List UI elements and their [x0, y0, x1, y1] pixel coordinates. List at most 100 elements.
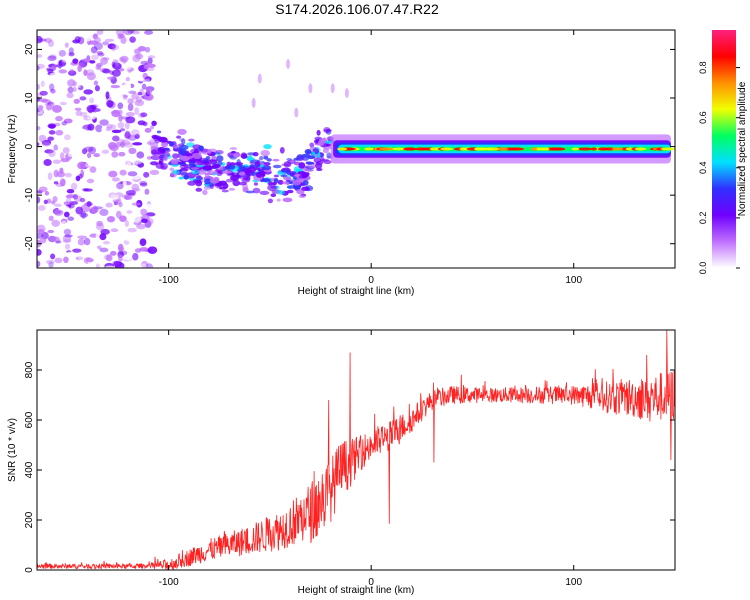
transition-blob	[292, 179, 302, 186]
noise-blob	[105, 254, 113, 262]
figure-title: S174.2026.106.07.47.R22	[275, 1, 439, 17]
noise-blob	[144, 46, 151, 53]
speckle-blob	[614, 125, 622, 129]
transition-blob	[283, 176, 292, 181]
transition-blob	[207, 148, 212, 154]
noise-blob	[47, 172, 53, 180]
transition-blob	[247, 152, 256, 156]
colorbar-tick-label: 0.8	[698, 61, 708, 74]
transition-blob	[197, 169, 207, 175]
transition-blob	[221, 189, 229, 193]
noise-blob	[108, 142, 117, 150]
carrier-hotspot	[363, 147, 374, 151]
noise-blob	[104, 38, 115, 42]
noise-blob	[102, 41, 110, 46]
noise-blob	[131, 174, 141, 180]
noise-blob	[79, 197, 86, 203]
speckle-blob	[478, 121, 487, 126]
transition-blob	[273, 178, 279, 184]
spectrogram-data	[37, 30, 675, 268]
transition-blob	[307, 155, 316, 160]
noise-blob	[111, 177, 120, 182]
noise-blob	[37, 111, 44, 115]
transition-blob	[325, 143, 332, 147]
noise-blob	[78, 136, 89, 140]
noise-blob	[131, 92, 139, 100]
noise-blob	[55, 115, 63, 122]
noise-blob	[119, 250, 128, 256]
transition-blob	[253, 182, 259, 186]
noise-blob	[39, 237, 47, 244]
noise-blob	[46, 198, 52, 204]
noise-blob	[141, 83, 147, 90]
snr-series-line	[37, 330, 675, 570]
noise-blob	[43, 199, 48, 205]
noise-blob	[63, 211, 70, 218]
transition-blob	[192, 152, 202, 160]
noise-blob	[111, 69, 121, 77]
noise-blob	[63, 118, 73, 124]
noise-blob	[97, 137, 108, 145]
colorbar-tick-label: 0.0	[698, 262, 708, 275]
y-tick-label: 20	[24, 43, 35, 55]
noise-blob	[122, 82, 132, 90]
noise-blob	[97, 245, 102, 250]
noise-blob	[99, 233, 107, 241]
transition-blob	[179, 155, 190, 162]
speckle-blob	[639, 121, 647, 125]
noise-blob	[73, 98, 80, 104]
noise-blob	[48, 130, 56, 135]
noise-blob	[109, 250, 117, 256]
noise-blob	[145, 203, 153, 210]
y-tick-label: -10	[24, 187, 35, 202]
noise-blob	[37, 205, 46, 211]
noise-blob	[82, 188, 89, 192]
noise-blob	[53, 144, 58, 152]
transition-blob	[260, 149, 270, 157]
noise-blob	[87, 123, 95, 131]
noise-blob	[123, 142, 134, 148]
transition-blob	[179, 172, 188, 176]
transition-blob	[198, 145, 204, 151]
speckle-blob	[463, 130, 468, 134]
noise-blob	[59, 101, 67, 106]
noise-blob	[77, 253, 85, 261]
transition-blob	[277, 190, 286, 195]
transition-blob	[225, 164, 236, 170]
transition-blob	[304, 148, 312, 155]
noise-blob	[99, 119, 109, 126]
carrier-hotspot	[497, 147, 509, 151]
transition-blob	[271, 182, 277, 186]
noise-blob	[95, 124, 103, 133]
noise-blob	[102, 246, 113, 251]
noise-blob	[94, 159, 102, 168]
noise-blob	[80, 111, 88, 118]
streak-blob	[330, 83, 335, 94]
noise-blob	[77, 36, 85, 45]
noise-blob	[102, 68, 111, 74]
noise-blob	[44, 191, 50, 196]
speckle-blob	[518, 116, 524, 120]
noise-blob	[144, 76, 152, 82]
noise-blob	[74, 107, 82, 111]
transition-blob	[191, 167, 200, 170]
noise-blob	[83, 69, 88, 77]
noise-blob	[48, 215, 54, 222]
noise-blob	[66, 188, 75, 194]
transition-blob	[298, 194, 306, 199]
noise-blob	[93, 36, 101, 44]
noise-blob	[119, 169, 127, 176]
noise-blob	[91, 54, 99, 60]
speckle-blob	[424, 175, 432, 181]
noise-blob	[132, 252, 139, 261]
noise-blob	[68, 70, 77, 76]
noise-blob	[120, 36, 127, 44]
noise-blob	[110, 124, 117, 130]
noise-blob	[77, 49, 82, 57]
noise-blob	[50, 253, 56, 260]
speckle-blob	[634, 168, 640, 172]
noise-blob	[118, 201, 123, 208]
noise-blob	[38, 186, 48, 192]
colorbar-tick-label: 0.2	[698, 212, 708, 225]
